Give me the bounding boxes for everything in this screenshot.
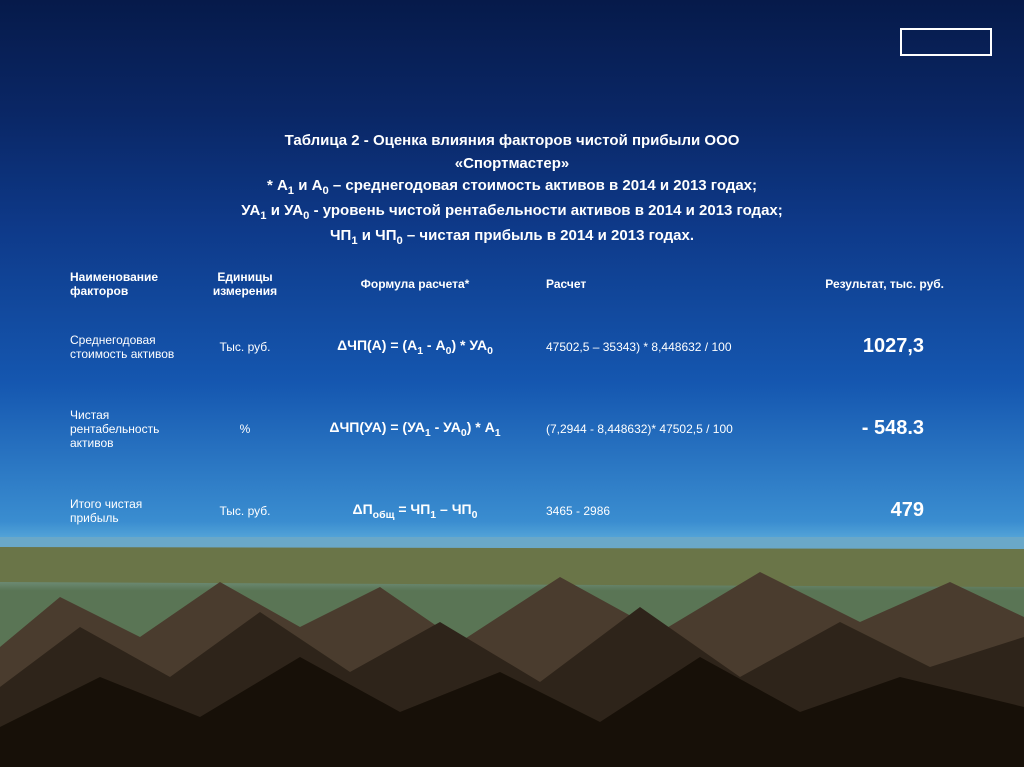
cell-unit: Тыс. руб. — [200, 504, 290, 518]
title-line-4: УА1 и УА0 - уровень чистой рентабельност… — [70, 200, 954, 225]
th-calc: Расчет — [540, 277, 750, 291]
txt: и А — [294, 177, 322, 194]
cell-result: 479 — [750, 499, 954, 522]
cell-name: Среднегодовая стоимость активов — [70, 333, 200, 361]
table-header: Наименование факторов Единицы измерения … — [70, 270, 954, 298]
cell-name: Итого чистая прибыль — [70, 497, 200, 525]
txt: и ЧП — [358, 227, 397, 244]
txt: УА — [241, 202, 260, 219]
cell-calc: 47502,5 – 35343) * 8,448632 / 100 — [540, 340, 750, 354]
txt: – чистая прибыль в 2014 и 2013 годах. — [403, 227, 694, 244]
cell-formula: ΔЧП(А) = (А1 - А0) * УА0 — [290, 337, 540, 357]
factors-table: Наименование факторов Единицы измерения … — [70, 270, 954, 538]
cell-formula: ΔЧП(УА) = (УА1 - УА0) * А1 — [290, 419, 540, 439]
title-line-2: «Спортмастер» — [70, 153, 954, 176]
txt: ЧП — [330, 227, 351, 244]
title-line-3: * А1 и А0 – среднегодовая стоимость акти… — [70, 175, 954, 200]
cell-result: - 548.3 — [750, 417, 954, 440]
cell-result: 1027,3 — [750, 335, 954, 358]
cell-name: Чистая рентабельность активов — [70, 408, 200, 450]
slide-title: Таблица 2 - Оценка влияния факторов чист… — [70, 130, 954, 250]
title-line-5: ЧП1 и ЧП0 – чистая прибыль в 2014 и 2013… — [70, 225, 954, 250]
th-unit: Единицы измерения — [200, 270, 290, 298]
mountain-background — [0, 527, 1024, 767]
cell-calc: (7,2944 - 8,448632)* 47502,5 / 100 — [540, 422, 750, 436]
cell-unit: % — [200, 422, 290, 436]
txt: и УА — [267, 202, 304, 219]
title-line-1: Таблица 2 - Оценка влияния факторов чист… — [70, 130, 954, 153]
th-name: Наименование факторов — [70, 270, 200, 298]
cell-unit: Тыс. руб. — [200, 340, 290, 354]
txt: - уровень чистой рентабельности активов … — [309, 202, 782, 219]
cell-calc: 3465 - 2986 — [540, 504, 750, 518]
table-row: Чистая рентабельность активов % ΔЧП(УА) … — [70, 402, 954, 456]
txt: * А — [267, 177, 288, 194]
cell-formula: ΔПобщ = ЧП1 – ЧП0 — [290, 501, 540, 521]
txt: – среднегодовая стоимость активов в 2014… — [329, 177, 757, 194]
th-formula: Формула расчета* — [290, 277, 540, 291]
th-result: Результат, тыс. руб. — [750, 277, 954, 291]
slide-content: Таблица 2 - Оценка влияния факторов чист… — [0, 0, 1024, 566]
table-row: Среднегодовая стоимость активов Тыс. руб… — [70, 320, 954, 374]
